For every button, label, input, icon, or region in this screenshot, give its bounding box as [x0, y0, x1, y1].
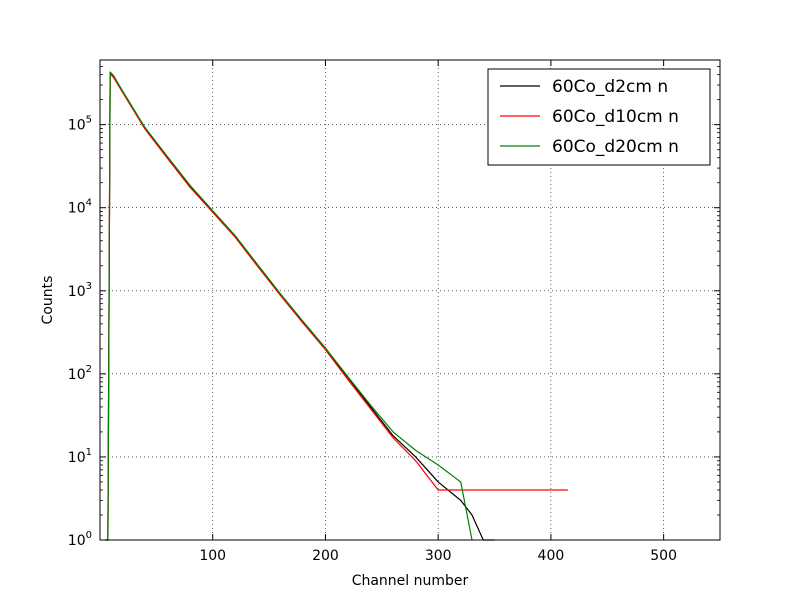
ticks: [100, 59, 720, 541]
y-tick-label: 102: [68, 364, 92, 383]
y-tick-label: 105: [68, 115, 92, 134]
x-axis-label: Channel number: [352, 573, 469, 589]
x-tick-label: 400: [538, 548, 565, 564]
plot-frame: [99, 59, 721, 541]
x-tick-label: 300: [425, 548, 452, 564]
series-line-2: [105, 71, 473, 541]
y-axis-label: Counts: [40, 276, 56, 325]
legend-label-d20cm: 60Co_d20cm n: [552, 137, 679, 157]
y-tick-label: 103: [68, 281, 92, 300]
x-tick-labels: 100 200 300 400 500: [199, 548, 677, 564]
legend-label-d10cm: 60Co_d10cm n: [552, 107, 679, 127]
y-tick-label: 100: [68, 530, 92, 549]
series-line-1: [105, 73, 568, 541]
x-tick-label: 100: [199, 548, 226, 564]
x-tick-label: 200: [312, 548, 339, 564]
y-tick-labels: 100 101 102 103 104 105: [68, 115, 92, 549]
y-tick-label: 104: [68, 198, 92, 217]
x-tick-label: 500: [650, 548, 677, 564]
legend-label-d2cm: 60Co_d2cm n: [552, 77, 668, 97]
series-layer: [105, 71, 568, 541]
legend: 60Co_d2cm n 60Co_d10cm n 60Co_d20cm n: [487, 68, 711, 166]
y-tick-label: 101: [68, 447, 92, 466]
legend-box: [487, 68, 711, 166]
